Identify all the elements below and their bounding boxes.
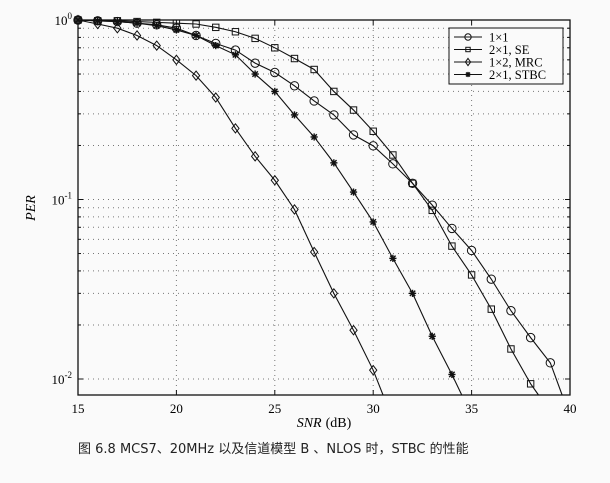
legend-label: 2×1, STBC <box>489 68 546 82</box>
legend-item: 1×2, MRC <box>454 56 543 70</box>
series-star <box>74 16 463 396</box>
legend-label: 1×1 <box>489 31 509 45</box>
legend-item: 1×1 <box>454 31 509 45</box>
legend-item: 2×1, STBC <box>454 68 546 82</box>
legend-label: 2×1, SE <box>489 43 530 57</box>
axis-ticks: 15 20 25 30 35 40 100 10-1 10-2 <box>52 11 577 416</box>
legend-label: 1×2, MRC <box>489 56 543 70</box>
x-tick-label: 15 <box>72 401 85 416</box>
y-tick-label: 100 <box>55 11 73 28</box>
x-tick-label: 35 <box>465 401 478 416</box>
data-series <box>73 14 563 396</box>
legend-item: 2×1, SE <box>454 43 530 57</box>
y-tick-label: 10-2 <box>52 370 73 387</box>
y-axis-label: PER <box>24 195 39 222</box>
y-tick-label: 10-1 <box>52 191 73 208</box>
x-tick-label: 25 <box>268 401 281 416</box>
series-diamond <box>73 14 384 396</box>
x-axis-label: SNR (dB) <box>297 416 352 430</box>
x-tick-label: 20 <box>170 401 183 416</box>
x-tick-label: 30 <box>367 401 380 416</box>
figure-caption: 图 6.8 MCS7、20MHz 以及信道模型 B 、NLOS 时，STBC 的… <box>78 442 469 457</box>
x-tick-label: 40 <box>564 401 577 416</box>
